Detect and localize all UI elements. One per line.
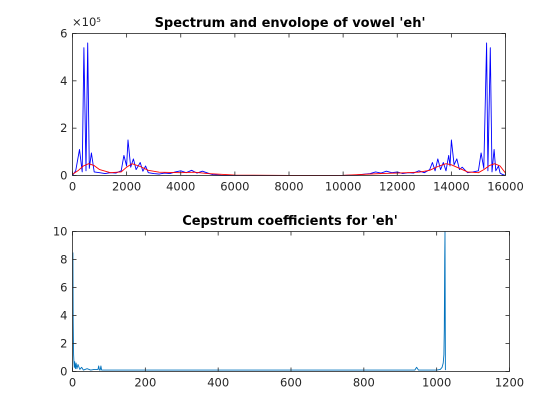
y-tick-label: 6 <box>60 27 67 41</box>
x-tick-label: 16000 <box>487 180 524 194</box>
x-tick-label: 400 <box>207 376 229 390</box>
x-tick-label: 6000 <box>220 180 249 194</box>
cepstrum-series <box>72 231 446 371</box>
x-tick-label: 12000 <box>379 180 416 194</box>
x-tick-label: 1000 <box>422 376 451 390</box>
x-tick-label: 14000 <box>433 180 470 194</box>
x-tick-label: 0 <box>69 376 76 390</box>
cepstrum-axes: Cepstrum coefficients for 'eh' 0 200 400 60… <box>53 214 524 390</box>
y-tick-label: 0 <box>60 365 67 379</box>
y-tick-label: 4 <box>60 309 67 323</box>
x-tick-label: 200 <box>134 376 156 390</box>
spectrum-axis-box <box>72 33 506 176</box>
x-tick-label: 1200 <box>495 376 524 390</box>
series-line-1 <box>72 231 446 371</box>
spectrum-y-exponent: ×10⁵ <box>72 15 101 29</box>
y-tick-label: 0 <box>60 169 67 183</box>
x-tick-label: 2000 <box>112 180 141 194</box>
x-tick-label: 4000 <box>166 180 195 194</box>
y-tick-label: 8 <box>60 253 67 267</box>
x-tick-label: 8000 <box>274 180 303 194</box>
cepstrum-axis-box <box>72 231 510 372</box>
spectrum-axes: Spectrum and envolope of vowel 'eh' ×10⁵… <box>60 15 524 194</box>
y-tick-label: 2 <box>60 121 67 135</box>
y-tick-label: 2 <box>60 337 67 351</box>
y-tick-label: 10 <box>53 225 68 239</box>
x-tick-label: 600 <box>280 376 302 390</box>
cepstrum-ticks: 0 200 400 600 800 1000 1200 0 2 4 6 8 10 <box>53 225 524 390</box>
x-tick-label: 10000 <box>325 180 362 194</box>
x-tick-label: 800 <box>353 376 375 390</box>
y-tick-label: 4 <box>60 74 67 88</box>
spectrum-title: Spectrum and envolope of vowel 'eh' <box>155 16 426 31</box>
cepstrum-title: Cepstrum coefficients for 'eh' <box>182 214 398 229</box>
y-tick-label: 6 <box>60 281 67 295</box>
spectrum-ticks: 0 2000 4000 6000 8000 10000 12000 14000 16000 0 2 4… <box>60 27 524 194</box>
x-tick-label: 0 <box>69 180 76 194</box>
